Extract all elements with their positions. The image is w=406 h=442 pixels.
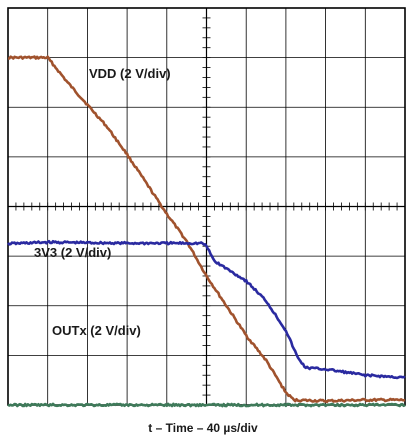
3v3-trace-label: 3V3 (2 V/div) <box>34 245 111 260</box>
outx-trace-label: OUTx (2 V/div) <box>52 323 141 338</box>
trace-labels: VDD (2 V/div) 3V3 (2 V/div) OUTx (2 V/di… <box>34 66 171 338</box>
scope-grid <box>7 7 406 406</box>
vdd-trace <box>8 55 406 404</box>
3v3-trace <box>7 239 406 380</box>
outx-trace <box>7 402 406 408</box>
x-axis-label: t – Time – 40 µs/div <box>148 421 258 435</box>
vdd-trace-label: VDD (2 V/div) <box>89 66 171 81</box>
scope-traces <box>7 55 406 408</box>
